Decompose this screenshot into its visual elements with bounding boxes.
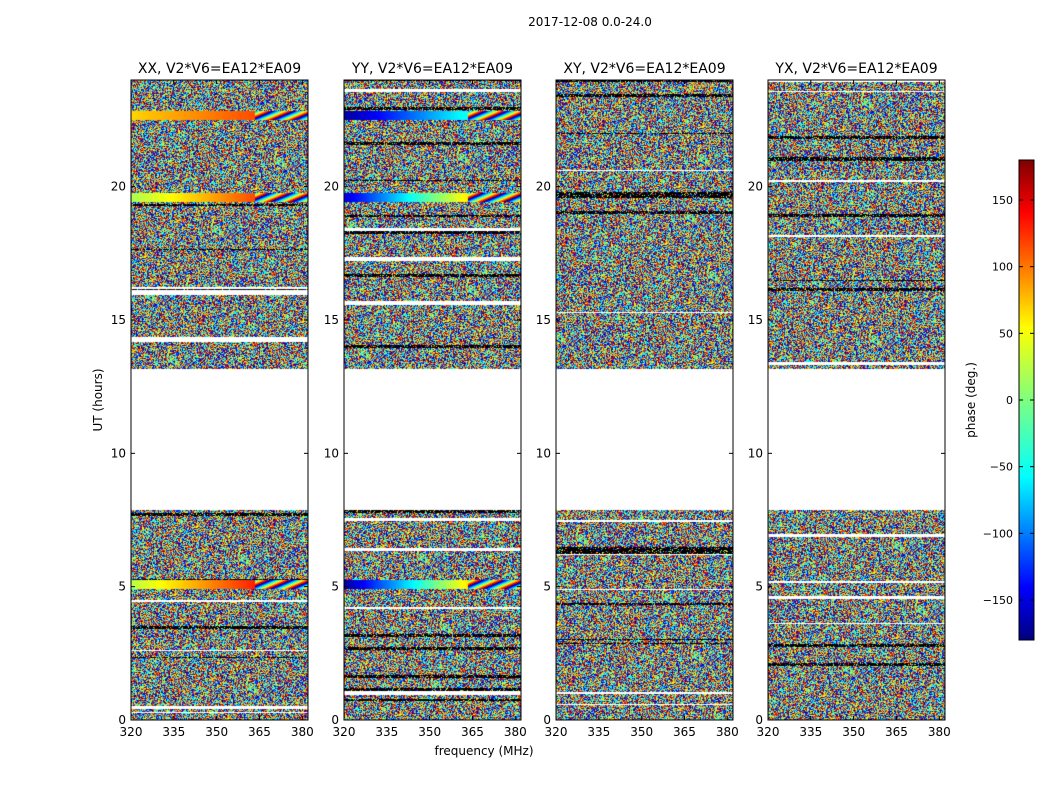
x-tick-label: 365 — [673, 725, 696, 739]
colorbar-tick-label: 0 — [1006, 394, 1013, 407]
colorbar: 150 100 50 0 −50 −100 −150 phase (deg.) — [964, 159, 1035, 641]
x-tick-label: 380 — [504, 725, 527, 739]
panel-heatmap — [344, 80, 521, 720]
panel-frame — [130, 79, 309, 721]
x-tick-label: 335 — [162, 725, 185, 739]
x-tick-label: 365 — [248, 725, 271, 739]
panel-frame — [767, 79, 946, 721]
y-tick-label: 20 — [748, 180, 763, 194]
x-tick-label: 380 — [291, 725, 314, 739]
panel-title: YY, V2*V6=EA12*EA09 — [351, 61, 513, 77]
x-tick-label: 320 — [757, 725, 780, 739]
x-tick-label: 365 — [885, 725, 908, 739]
y-tick-label: 15 — [748, 313, 763, 327]
x-tick-label: 320 — [120, 725, 143, 739]
colorbar-tick-label: −100 — [983, 527, 1013, 540]
y-tick-label: 15 — [536, 313, 551, 327]
panel-0: XX, V2*V6=EA12*EA09 320 335 350 365 380 0 5 10 15… — [111, 61, 314, 739]
panel-title: YX, V2*V6=EA12*EA09 — [774, 61, 937, 77]
y-tick-label: 15 — [111, 313, 126, 327]
colorbar-tick-label: 100 — [992, 261, 1013, 274]
x-tick-label: 320 — [333, 725, 356, 739]
y-tick-label: 10 — [111, 446, 126, 460]
panel-title: XX, V2*V6=EA12*EA09 — [138, 61, 301, 77]
panel-3: YX, V2*V6=EA12*EA09 320 335 350 365 380 0 5 10 15… — [748, 61, 951, 739]
y-tick-label: 5 — [755, 580, 763, 594]
panel-heatmap — [131, 80, 308, 720]
x-tick-label: 320 — [545, 725, 568, 739]
x-tick-label: 350 — [418, 725, 441, 739]
x-tick-label: 350 — [842, 725, 865, 739]
y-tick-label: 10 — [324, 446, 339, 460]
colorbar-tick-label: −150 — [983, 594, 1013, 607]
y-tick-label: 0 — [543, 713, 551, 727]
y-tick-label: 0 — [755, 713, 763, 727]
x-tick-label: 350 — [630, 725, 653, 739]
y-tick-label: 15 — [324, 313, 339, 327]
y-tick-label: 20 — [324, 180, 339, 194]
colorbar-label: phase (deg.) — [964, 362, 978, 438]
panel-1: YY, V2*V6=EA12*EA09 320 335 350 365 380 0 5 10 15… — [324, 61, 527, 739]
panel-2: XY, V2*V6=EA12*EA09 320 335 350 365 380 0 5 10 15… — [536, 61, 739, 739]
y-tick-label: 20 — [536, 180, 551, 194]
panel-frame — [343, 79, 522, 721]
panel-heatmap — [768, 80, 945, 720]
colorbar-tick-label: 150 — [992, 194, 1013, 207]
y-axis-label: UT (hours) — [91, 368, 105, 431]
y-tick-label: 5 — [118, 580, 126, 594]
figure-suptitle: 2017-12-08 0.0-24.0 — [528, 15, 652, 29]
x-axis-label: frequency (MHz) — [434, 744, 533, 758]
y-tick-label: 5 — [543, 580, 551, 594]
colorbar-tick-label: 50 — [999, 327, 1013, 340]
y-tick-label: 5 — [331, 580, 339, 594]
panels-layer: XX, V2*V6=EA12*EA09 320 335 350 365 380 0 5 10 15… — [111, 61, 951, 739]
x-tick-label: 380 — [716, 725, 739, 739]
panel-frame — [555, 79, 734, 721]
x-tick-label: 335 — [799, 725, 822, 739]
x-tick-label: 380 — [928, 725, 951, 739]
x-tick-label: 365 — [461, 725, 484, 739]
y-tick-label: 10 — [748, 446, 763, 460]
x-tick-label: 350 — [205, 725, 228, 739]
y-tick-label: 20 — [111, 180, 126, 194]
x-tick-label: 335 — [375, 725, 398, 739]
colorbar-ticks: 150 100 50 0 −50 −100 −150 — [983, 194, 1034, 607]
x-tick-label: 335 — [587, 725, 610, 739]
y-tick-label: 10 — [536, 446, 551, 460]
colorbar-tick-label: −50 — [990, 461, 1013, 474]
y-tick-label: 0 — [331, 713, 339, 727]
y-tick-label: 0 — [118, 713, 126, 727]
panel-heatmap — [556, 80, 733, 720]
panel-title: XY, V2*V6=EA12*EA09 — [563, 61, 725, 77]
